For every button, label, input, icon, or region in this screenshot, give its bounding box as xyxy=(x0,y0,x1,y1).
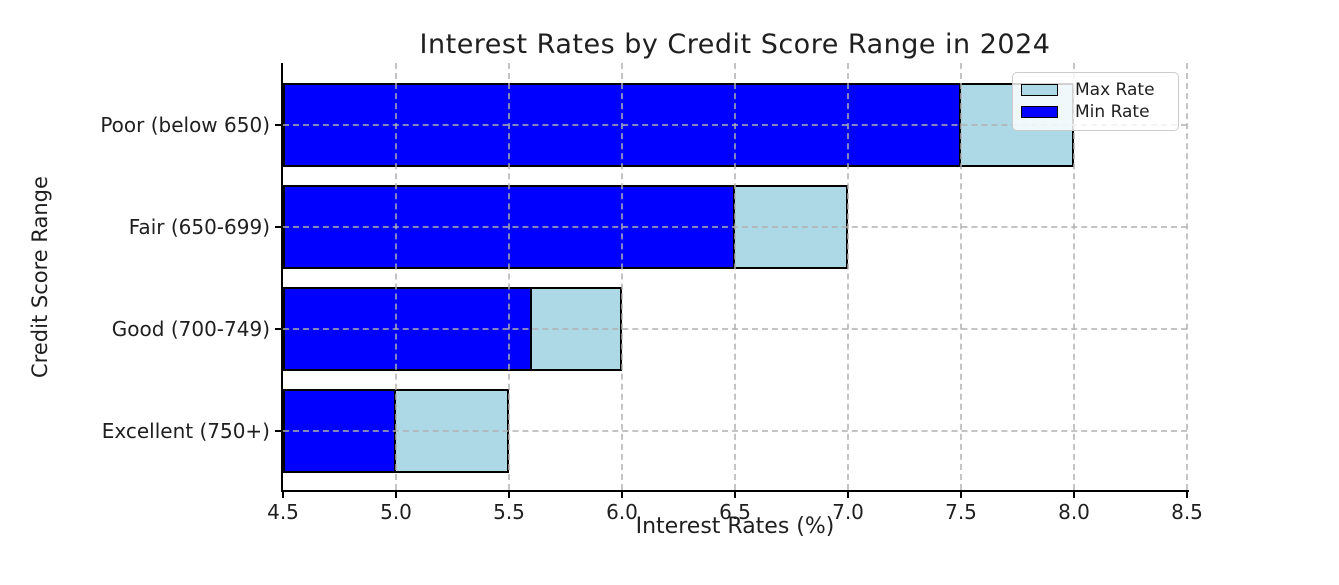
y-category-label: Excellent (750+) xyxy=(101,419,270,443)
x-tick-label: 5.0 xyxy=(380,500,412,524)
x-tick-mark xyxy=(395,492,397,498)
gridline-vertical xyxy=(847,63,849,490)
y-category-label: Poor (below 650) xyxy=(100,113,270,137)
gridline-horizontal xyxy=(283,124,1187,126)
y-axis-label: Credit Score Range xyxy=(28,176,52,378)
x-tick-mark xyxy=(1073,492,1075,498)
chart-title: Interest Rates by Credit Score Range in … xyxy=(419,29,1051,60)
legend-label-min-rate: Min Rate xyxy=(1075,102,1150,122)
gridline-vertical xyxy=(1073,63,1075,490)
y-tick-mark xyxy=(275,124,281,126)
gridline-vertical xyxy=(1186,63,1188,490)
max-rate-swatch-icon xyxy=(1021,84,1058,96)
legend: Max Rate Min Rate xyxy=(1012,72,1179,131)
gridline-vertical xyxy=(508,63,510,490)
gridline-vertical xyxy=(734,63,736,490)
x-tick-mark xyxy=(1186,492,1188,498)
y-axis-spine xyxy=(281,63,283,492)
x-tick-label: 7.0 xyxy=(832,500,864,524)
legend-entry-min-rate: Min Rate xyxy=(1021,101,1170,123)
x-tick-label: 8.0 xyxy=(1058,500,1090,524)
y-category-label: Fair (650-699) xyxy=(128,215,270,239)
x-tick-mark xyxy=(508,492,510,498)
x-tick-label: 6.0 xyxy=(606,500,638,524)
x-tick-label: 6.5 xyxy=(719,500,751,524)
plot-area: 4.5 5.0 5.5 6.0 6.5 7.0 7.5 8.0 8.5 Poor (below 6… xyxy=(100,63,1203,524)
x-axis-label: Interest Rates (%) xyxy=(635,514,835,539)
x-tick-mark xyxy=(282,492,284,498)
min-rate-swatch-icon xyxy=(1021,106,1058,118)
x-tick-label: 4.5 xyxy=(267,500,299,524)
y-tick-mark xyxy=(275,430,281,432)
y-category-label: Good (700-749) xyxy=(111,317,270,341)
y-tick-mark xyxy=(275,226,281,228)
x-axis-spine xyxy=(281,490,1189,492)
x-tick-mark xyxy=(960,492,962,498)
x-tick-label: 7.5 xyxy=(945,500,977,524)
x-tick-mark xyxy=(621,492,623,498)
gridline-vertical xyxy=(621,63,623,490)
gridline-vertical xyxy=(395,63,397,490)
x-tick-label: 5.5 xyxy=(493,500,525,524)
legend-label-max-rate: Max Rate xyxy=(1075,80,1155,100)
gridline-horizontal xyxy=(283,226,1187,228)
y-tick-mark xyxy=(275,328,281,330)
gridline-horizontal xyxy=(283,430,1187,432)
gridline-vertical xyxy=(960,63,962,490)
legend-entry-max-rate: Max Rate xyxy=(1021,79,1170,101)
x-tick-mark xyxy=(847,492,849,498)
x-tick-mark xyxy=(734,492,736,498)
gridline-horizontal xyxy=(283,328,1187,330)
x-tick-label: 8.5 xyxy=(1171,500,1203,524)
